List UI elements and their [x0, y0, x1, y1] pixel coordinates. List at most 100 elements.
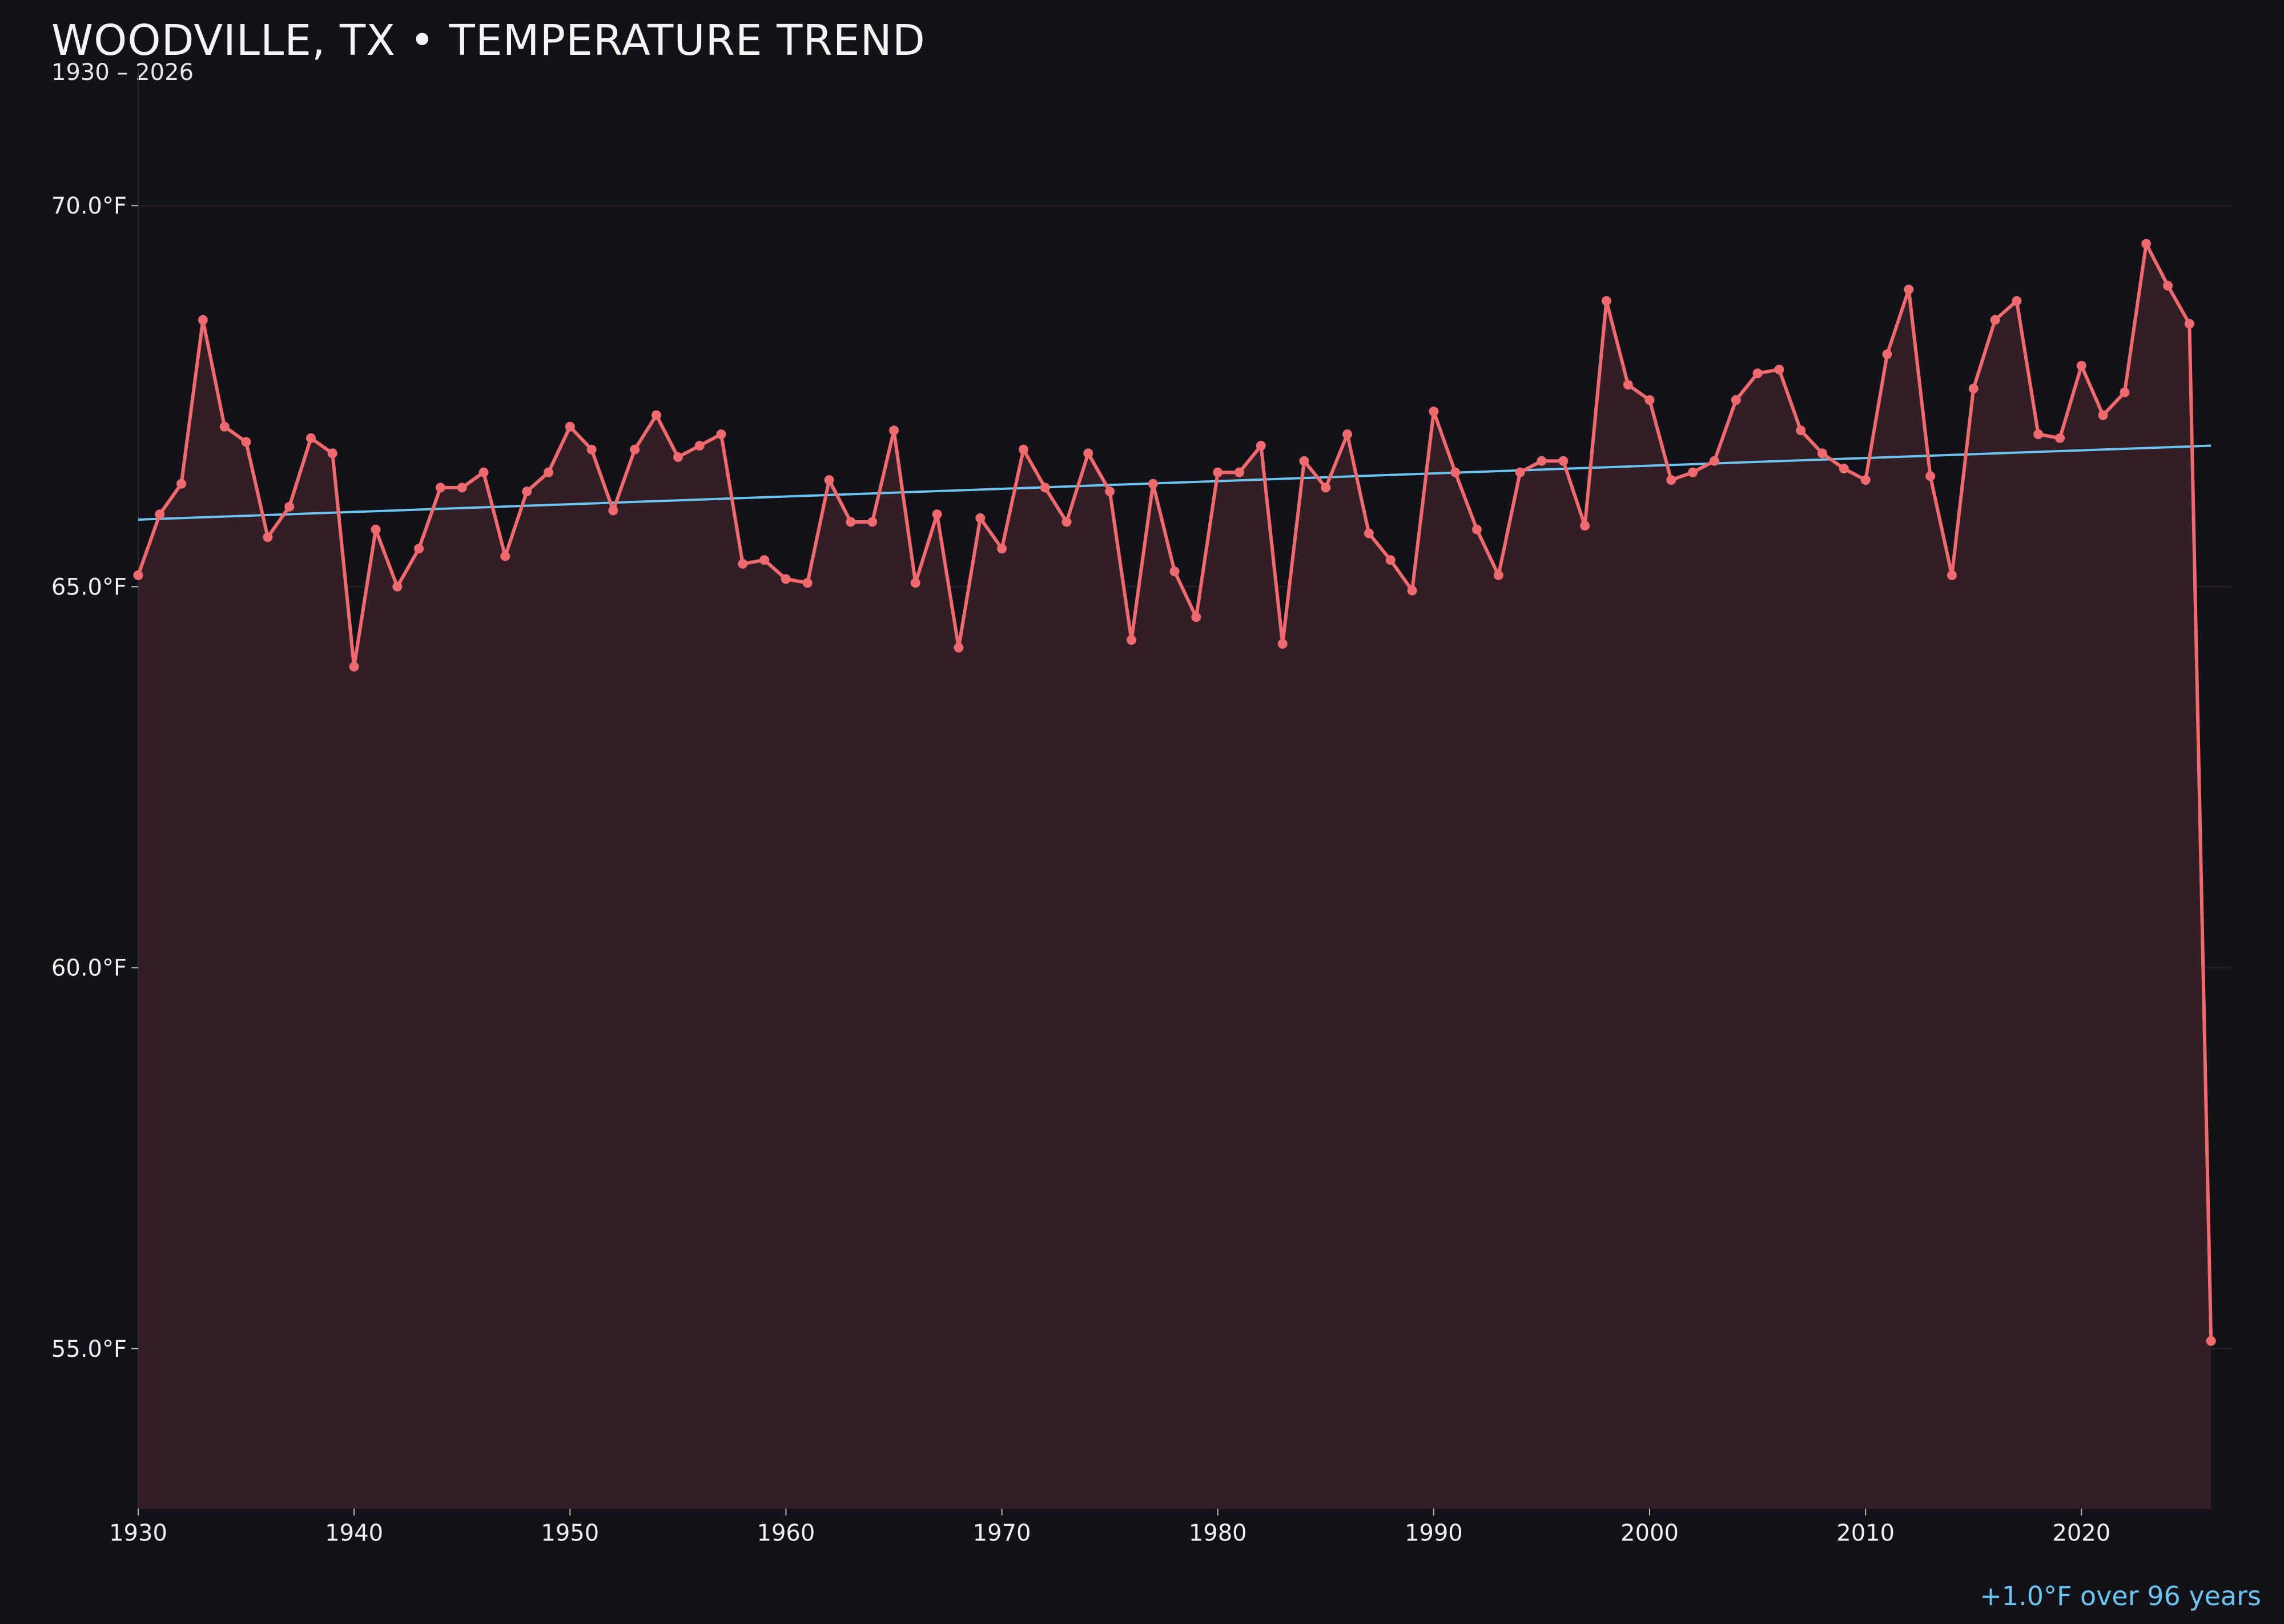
data-point-2026: [2206, 1336, 2216, 1346]
data-point-1967: [932, 509, 942, 520]
data-points: [133, 239, 2216, 1346]
data-point-1979: [1191, 612, 1201, 622]
data-point-1962: [824, 475, 834, 485]
x-tick-label: 2020: [2052, 1520, 2110, 1546]
data-point-2016: [1990, 315, 2000, 325]
data-point-2014: [1947, 570, 1957, 580]
data-point-1948: [522, 487, 532, 497]
data-point-1936: [263, 532, 273, 542]
data-point-1931: [155, 509, 165, 520]
data-point-1974: [1083, 448, 1093, 459]
data-point-1973: [1061, 517, 1072, 527]
data-point-1951: [586, 444, 597, 455]
data-point-1957: [716, 429, 726, 439]
data-point-2010: [1860, 475, 1871, 485]
data-point-1989: [1407, 585, 1417, 596]
data-point-1988: [1385, 555, 1396, 565]
data-point-1944: [435, 483, 445, 493]
chart-subtitle: 1930 – 2026: [51, 59, 194, 86]
y-tick-label: 70.0°F: [51, 193, 127, 219]
data-point-1982: [1256, 441, 1266, 451]
data-point-1961: [802, 578, 813, 588]
data-point-1941: [371, 524, 381, 534]
data-point-1943: [414, 544, 424, 554]
data-point-1986: [1342, 429, 1353, 439]
data-point-2006: [1774, 364, 1784, 375]
data-point-1946: [478, 467, 489, 477]
x-tick-label: 1940: [325, 1520, 383, 1546]
data-point-2003: [1710, 456, 1719, 466]
data-point-2011: [1882, 349, 1892, 359]
data-point-2005: [1752, 368, 1763, 379]
data-point-1964: [867, 517, 878, 527]
data-point-1950: [565, 421, 575, 432]
area-fill: [138, 243, 2211, 1509]
data-point-1932: [176, 479, 187, 489]
x-tick-label: 1970: [973, 1520, 1031, 1546]
data-point-1958: [738, 558, 748, 569]
data-point-1966: [910, 578, 920, 588]
data-point-1983: [1277, 639, 1288, 649]
data-point-2023: [2141, 239, 2152, 249]
x-axis-ticks: 1930 1940 1950 1960 1970 1980 1990 2000 2010 2020: [109, 1509, 2110, 1546]
chart-title: WOODVILLE, TX • TEMPERATURE TREND: [51, 16, 926, 65]
data-point-1960: [781, 574, 791, 584]
data-point-2000: [1644, 395, 1655, 405]
data-point-1937: [284, 501, 295, 512]
data-point-1987: [1364, 528, 1374, 538]
data-point-1969: [975, 513, 986, 523]
data-point-1952: [608, 505, 618, 516]
data-point-2022: [2120, 387, 2130, 397]
data-point-1998: [1601, 296, 1611, 306]
data-point-2004: [1731, 395, 1741, 405]
data-point-2024: [2163, 280, 2173, 291]
data-point-2012: [1904, 284, 1914, 295]
data-point-1990: [1429, 407, 1439, 416]
data-point-2002: [1688, 467, 1698, 477]
data-point-2020: [2076, 360, 2086, 371]
trend-line-group: [138, 444, 2211, 521]
data-point-2021: [2098, 410, 2108, 420]
data-point-1945: [457, 483, 467, 493]
x-tick-label: 2000: [1620, 1520, 1679, 1546]
data-point-1949: [544, 467, 553, 477]
data-point-1954: [652, 410, 661, 420]
data-point-1955: [673, 452, 683, 462]
data-point-2015: [1968, 383, 1979, 393]
data-point-2013: [1925, 471, 1936, 481]
data-point-1930: [133, 570, 143, 580]
y-tick-label: 55.0°F: [51, 1336, 127, 1362]
data-point-2018: [2033, 429, 2044, 439]
data-point-1938: [306, 433, 316, 443]
data-point-1971: [1018, 444, 1028, 455]
data-point-1975: [1105, 487, 1115, 497]
data-point-1942: [392, 581, 403, 592]
trend-annotation: +1.0°F over 96 years: [1980, 1581, 2261, 1611]
data-point-1956: [694, 441, 705, 451]
data-point-1947: [500, 551, 510, 561]
data-point-1972: [1040, 483, 1050, 493]
data-point-1939: [327, 448, 337, 459]
data-point-2025: [2184, 319, 2194, 329]
y-tick-label: 60.0°F: [51, 955, 127, 982]
data-point-1984: [1299, 456, 1309, 466]
data-point-1934: [219, 421, 230, 432]
data-point-1985: [1321, 483, 1331, 493]
data-point-2017: [2012, 296, 2022, 306]
data-point-1991: [1450, 467, 1461, 477]
x-tick-label: 1930: [109, 1520, 167, 1546]
x-tick-label: 1980: [1189, 1520, 1247, 1546]
data-point-2009: [1839, 464, 1849, 474]
data-point-1959: [759, 555, 770, 565]
data-point-1997: [1580, 521, 1590, 531]
data-point-1993: [1493, 570, 1503, 580]
data-point-1980: [1213, 467, 1223, 477]
data-point-2007: [1796, 425, 1806, 436]
y-tick-label: 65.0°F: [51, 574, 127, 600]
data-point-2019: [2055, 433, 2065, 443]
data-point-1976: [1127, 635, 1136, 645]
trend-line: [138, 444, 2211, 521]
data-point-1968: [954, 642, 964, 653]
data-point-1963: [846, 517, 856, 527]
data-point-1933: [198, 315, 208, 325]
